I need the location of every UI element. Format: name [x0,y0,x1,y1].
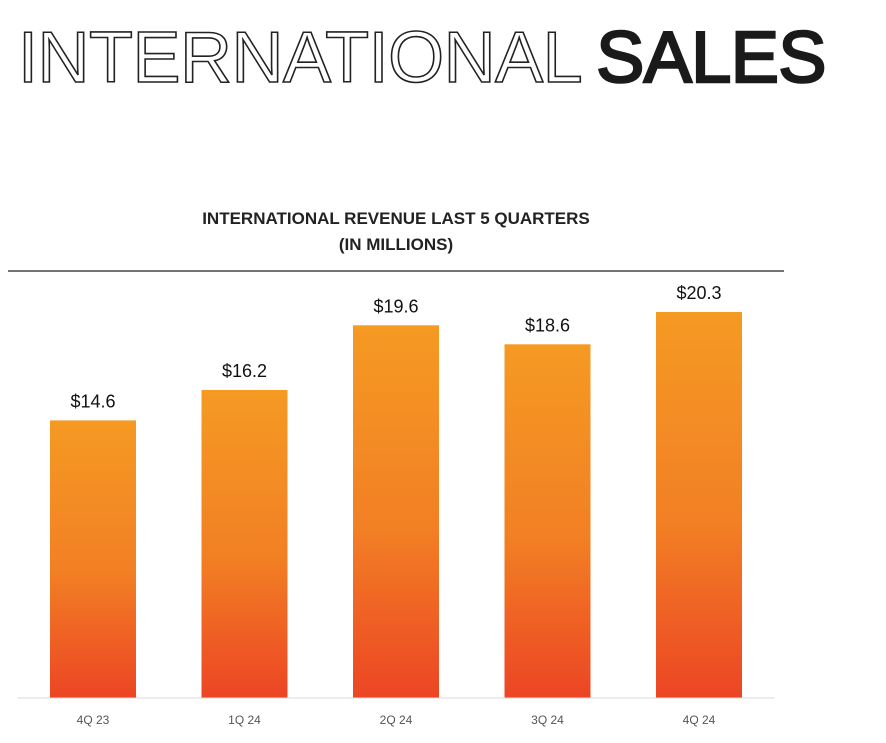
data-label: $18.6 [525,315,570,335]
data-label: $19.6 [373,296,418,316]
data-label: $16.2 [222,361,267,381]
data-label: $20.3 [676,283,721,303]
page-heading: INTERNATIONAL SALES [17,21,827,96]
data-label: $14.6 [70,391,115,411]
bar-1q-24 [201,390,288,698]
bar-3q-24 [504,344,591,698]
chart-title: INTERNATIONAL REVENUE LAST 5 QUARTERS [202,209,590,228]
bar-2q-24 [353,325,439,698]
chart-subtitle: (IN MILLIONS) [338,235,454,254]
x-tick-label: 4Q 24 [683,713,716,727]
x-tick-label: 4Q 23 [77,713,110,727]
heading-outline-word: INTERNATIONAL [17,18,583,98]
bar-4q-23 [50,420,136,698]
heading-solid-word: SALES [595,18,828,98]
x-tick-label: 3Q 24 [531,713,564,727]
bar-4q-24 [656,312,742,698]
x-tick-label: 1Q 24 [228,713,261,727]
x-tick-label: 2Q 24 [380,713,413,727]
